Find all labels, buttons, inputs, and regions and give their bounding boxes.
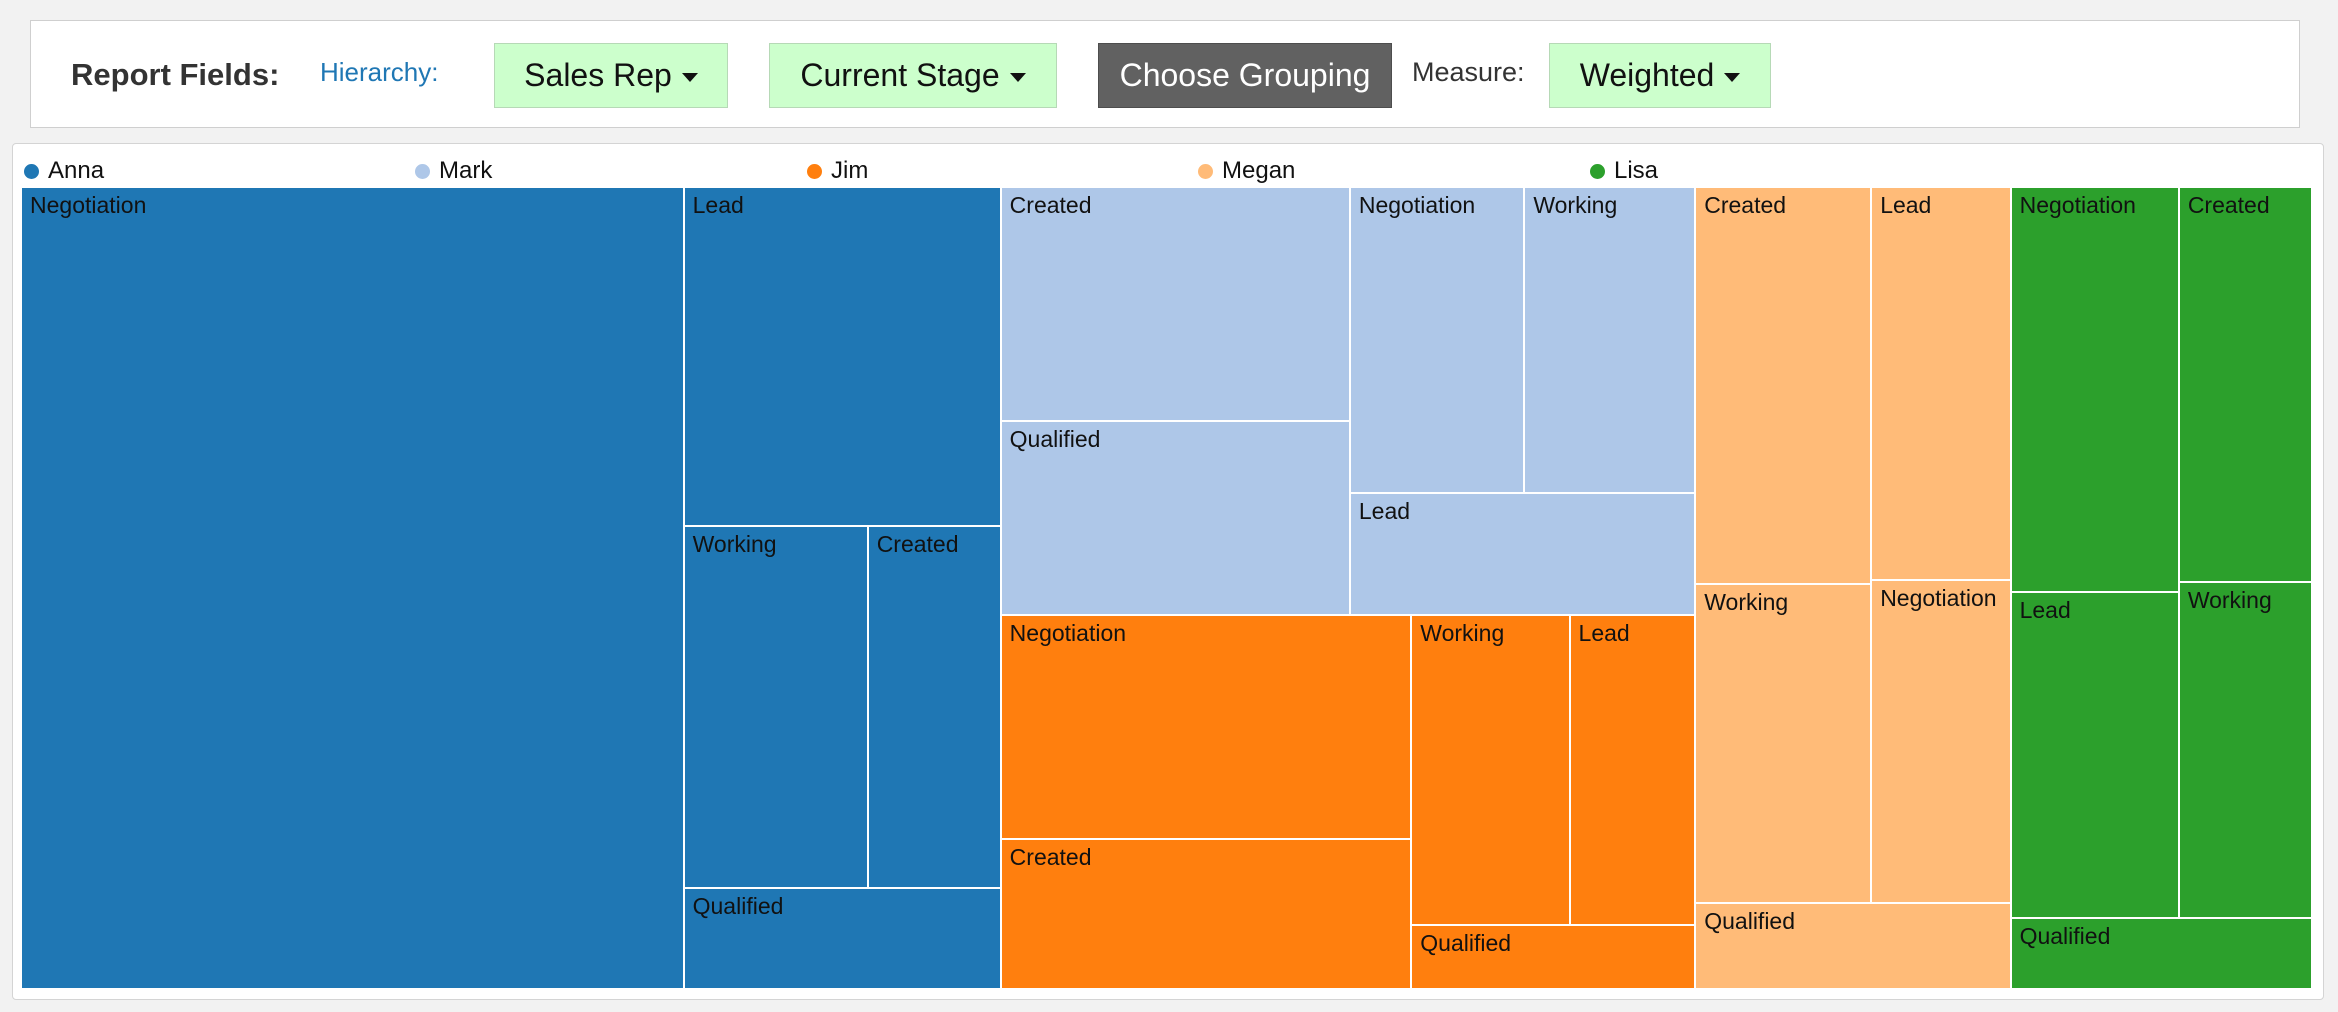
treemap-cell-label: Created [1009, 844, 1092, 870]
treemap-cell-label: Working [1420, 619, 1505, 646]
treemap-cell-label: Qualified [1009, 426, 1101, 453]
treemap-cell-label: Created [1009, 192, 1092, 218]
treemap-cell-megan-lead[interactable]: Lead [1871, 187, 2011, 580]
treemap-cell-label: Lead [692, 192, 744, 218]
treemap-cell-label: Qualified [1420, 929, 1512, 956]
treemap-cell-label: Working [2187, 586, 2272, 613]
legend-label: Mark [439, 157, 493, 184]
treemap-cell-lisa-working[interactable]: Working [2178, 581, 2312, 918]
caret-down-icon [1009, 73, 1026, 82]
treemap-cell-label: Negotiation [1880, 584, 1997, 611]
legend-dot-icon [1590, 163, 1605, 179]
treemap-cell-label: Negotiation [30, 192, 147, 218]
legend-item-lisa[interactable]: Lisa [1590, 154, 1658, 188]
treemap-cell-label: Lead [1358, 498, 1411, 525]
treemap-cell-mark-qualified[interactable]: Qualified [1000, 421, 1350, 615]
sales-rep-dropdown-label: Sales Rep [524, 57, 672, 93]
treemap-cell-anna-qualified[interactable]: Qualified [683, 888, 1001, 989]
treemap-cell-lisa-negotiation[interactable]: Negotiation [2010, 187, 2179, 592]
treemap-cell-label: Qualified [1704, 907, 1796, 934]
treemap-cell-anna-created[interactable]: Created [867, 525, 1001, 889]
treemap-cell-label: Working [692, 530, 777, 557]
treemap-cell-label: Working [1533, 192, 1618, 218]
treemap-cell-label: Qualified [692, 893, 784, 920]
legend-label: Anna [48, 157, 105, 184]
current-stage-dropdown[interactable]: Current Stage [769, 43, 1057, 108]
treemap-cell-mark-created[interactable]: Created [1000, 187, 1350, 422]
treemap-cell-jim-lead[interactable]: Lead [1569, 614, 1696, 925]
legend-label: Megan [1222, 157, 1296, 184]
caret-down-icon [1724, 73, 1741, 82]
treemap-cell-lisa-qualified[interactable]: Qualified [2010, 917, 2312, 989]
treemap-cell-label: Created [876, 530, 959, 557]
treemap-cell-anna-lead[interactable]: Lead [683, 187, 1001, 526]
treemap-cell-anna-negotiation[interactable]: Negotiation [21, 187, 684, 989]
treemap-cell-jim-negotiation[interactable]: Negotiation [1000, 614, 1412, 839]
treemap-cell-megan-created[interactable]: Created [1695, 187, 1872, 584]
treemap-cell-label: Negotiation [2019, 192, 2136, 218]
legend-label: Lisa [1614, 157, 1659, 184]
treemap-cell-label: Lead [2019, 596, 2071, 623]
treemap-cell-jim-working[interactable]: Working [1411, 614, 1570, 925]
hierarchy-label: Hierarchy: [320, 57, 439, 87]
treemap-cell-label: Lead [1578, 619, 1630, 646]
legend-dot-icon [807, 163, 822, 179]
legend-dot-icon [24, 163, 39, 179]
measure-dropdown[interactable]: Weighted [1549, 43, 1771, 108]
legend-dot-icon [1198, 163, 1213, 179]
legend-item-anna[interactable]: Anna [24, 154, 104, 188]
legend-item-jim[interactable]: Jim [807, 154, 868, 188]
measure-dropdown-label: Weighted [1579, 57, 1715, 93]
treemap-cell-lisa-lead[interactable]: Lead [2010, 591, 2179, 918]
treemap-cell-anna-working[interactable]: Working [683, 525, 868, 889]
treemap-cell-jim-qualified[interactable]: Qualified [1411, 924, 1696, 989]
treemap-cell-label: Lead [1880, 192, 1932, 218]
current-stage-dropdown-label: Current Stage [800, 57, 1000, 93]
measure-label: Measure: [1412, 57, 1525, 87]
treemap-cell-label: Negotiation [1358, 192, 1476, 218]
treemap-cell-lisa-created[interactable]: Created [2178, 187, 2312, 582]
treemap-cell-megan-qualified[interactable]: Qualified [1695, 902, 2011, 989]
treemap-chart: Negotiation Lead Working Created Qualified Cr… [21, 187, 2312, 989]
treemap-cell-label: Created [1704, 192, 1787, 218]
treemap-cell-label: Qualified [2019, 922, 2111, 949]
legend-item-mark[interactable]: Mark [415, 154, 492, 188]
treemap-cell-jim-created[interactable]: Created [1000, 839, 1412, 989]
choose-grouping-button[interactable]: Choose Grouping [1098, 43, 1392, 108]
treemap-cell-mark-working[interactable]: Working [1524, 187, 1696, 494]
report-fields-label: Report Fields: [71, 57, 280, 92]
treemap-cell-mark-negotiation[interactable]: Negotiation [1349, 187, 1525, 494]
treemap-cell-megan-working[interactable]: Working [1695, 583, 1872, 903]
legend-item-megan[interactable]: Megan [1198, 154, 1295, 188]
legend-dot-icon [415, 163, 430, 179]
treemap-cell-mark-lead[interactable]: Lead [1349, 493, 1696, 615]
caret-down-icon [681, 73, 698, 82]
treemap-cell-label: Negotiation [1009, 619, 1127, 646]
legend-label: Jim [831, 157, 869, 184]
treemap-cell-label: Working [1704, 588, 1789, 615]
chart-legend: Anna Mark Jim Megan Lisa [0, 154, 2338, 188]
report-fields-toolbar: Report Fields: Hierarchy: Sales Rep Curr… [30, 20, 2300, 128]
sales-rep-dropdown[interactable]: Sales Rep [494, 43, 728, 108]
treemap-cell-megan-negotiation[interactable]: Negotiation [1871, 579, 2011, 903]
treemap-cell-label: Created [2187, 192, 2270, 218]
